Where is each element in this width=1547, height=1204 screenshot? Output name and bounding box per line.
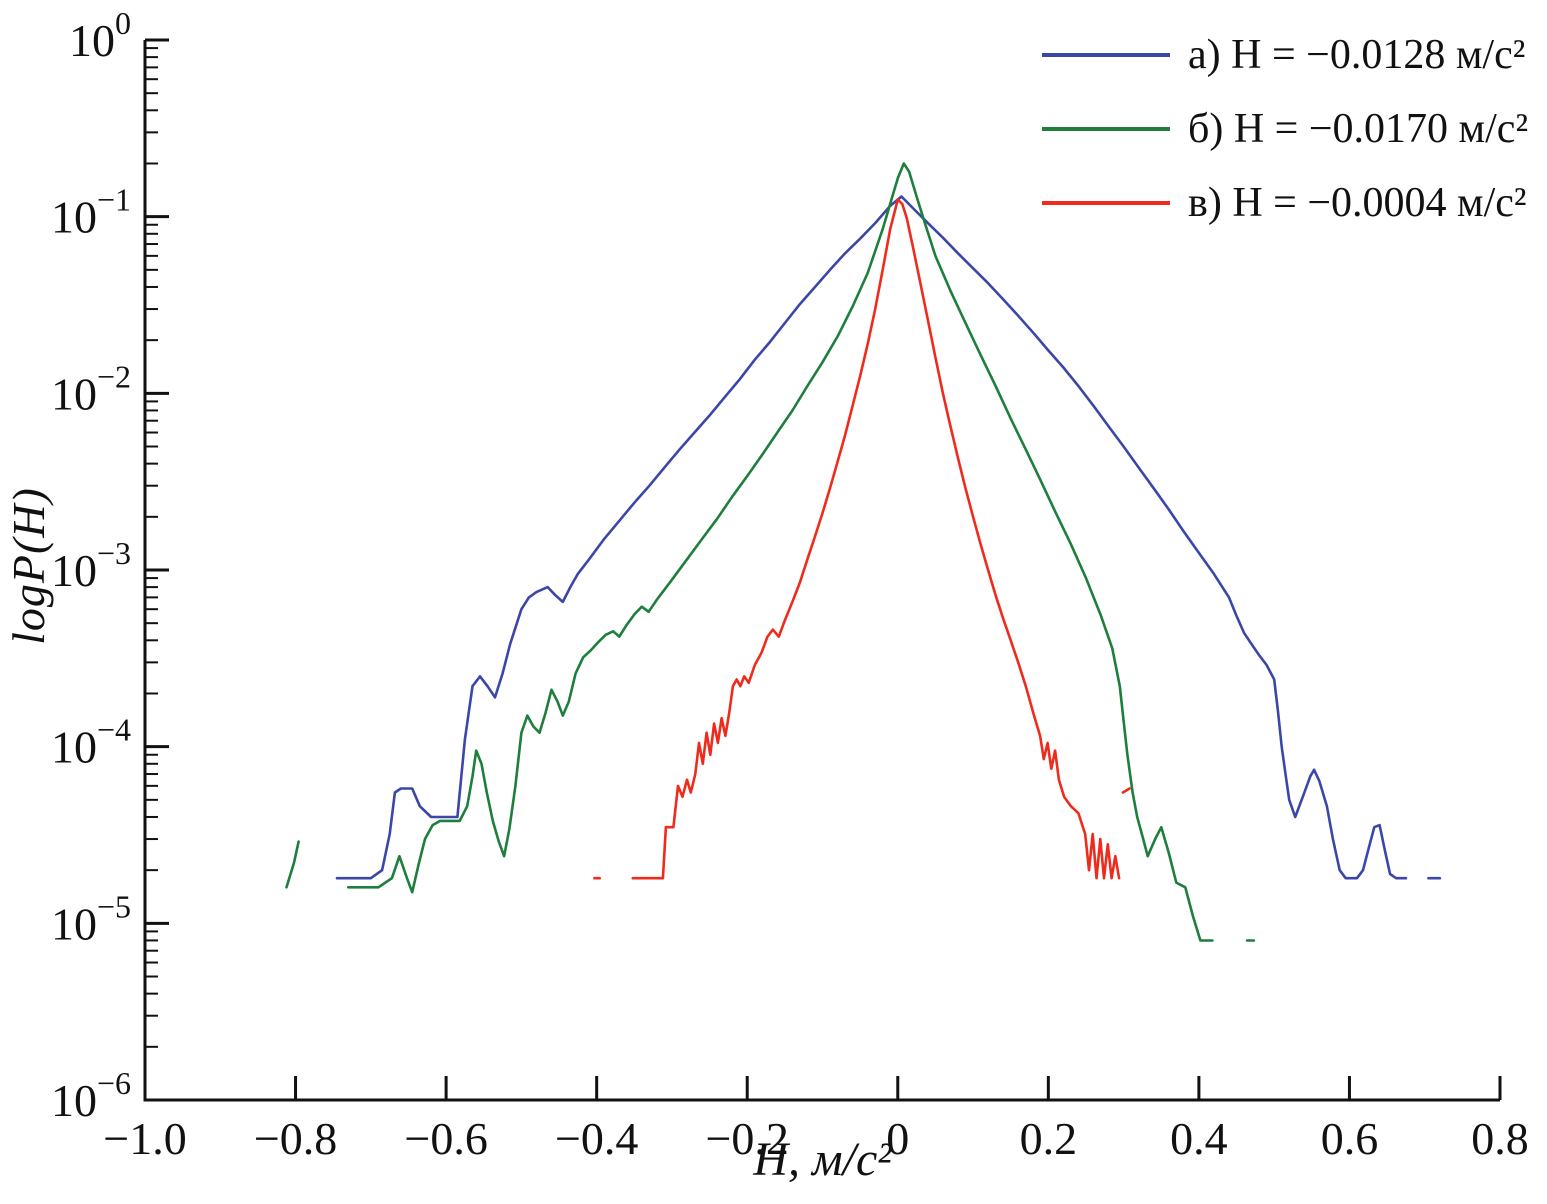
legend-item-b: б) H = −0.0170 м/с² xyxy=(1042,92,1528,166)
svg-text:−0.2: −0.2 xyxy=(705,1113,788,1164)
legend-item-v: в) H = −0.0004 м/с² xyxy=(1042,166,1528,240)
svg-text:−0.6: −0.6 xyxy=(404,1113,487,1164)
svg-text:−0.8: −0.8 xyxy=(254,1113,337,1164)
legend-label-b: б) H = −0.0170 м/с² xyxy=(1188,106,1529,152)
legend-line-blue-icon xyxy=(1042,53,1170,57)
svg-text:−1.0: −1.0 xyxy=(103,1113,186,1164)
svg-text:0.6: 0.6 xyxy=(1321,1113,1379,1164)
svg-text:10−4: 10−4 xyxy=(51,712,131,773)
svg-text:10−5: 10−5 xyxy=(51,888,131,949)
legend-label-v: в) H = −0.0004 м/с² xyxy=(1188,180,1527,226)
svg-text:10−2: 10−2 xyxy=(51,358,131,419)
svg-text:0: 0 xyxy=(886,1113,909,1164)
legend-item-a: а) H = −0.0128 м/с² xyxy=(1042,18,1528,92)
legend-line-red-icon xyxy=(1042,201,1170,205)
y-axis-label: logP(H) xyxy=(3,487,54,645)
legend: а) H = −0.0128 м/с² б) H = −0.0170 м/с² … xyxy=(1042,18,1528,240)
svg-text:0.4: 0.4 xyxy=(1170,1113,1228,1164)
svg-text:0.8: 0.8 xyxy=(1471,1113,1529,1164)
legend-label-a: а) H = −0.0128 м/с² xyxy=(1188,32,1526,78)
legend-line-green-icon xyxy=(1042,127,1170,131)
svg-text:0.2: 0.2 xyxy=(1020,1113,1078,1164)
svg-text:−0.4: −0.4 xyxy=(555,1113,638,1164)
svg-text:10−3: 10−3 xyxy=(51,535,131,596)
svg-text:10−1: 10−1 xyxy=(51,182,131,243)
x-axis-label: H, м/с² xyxy=(753,1133,892,1186)
svg-text:100: 100 xyxy=(69,5,131,66)
